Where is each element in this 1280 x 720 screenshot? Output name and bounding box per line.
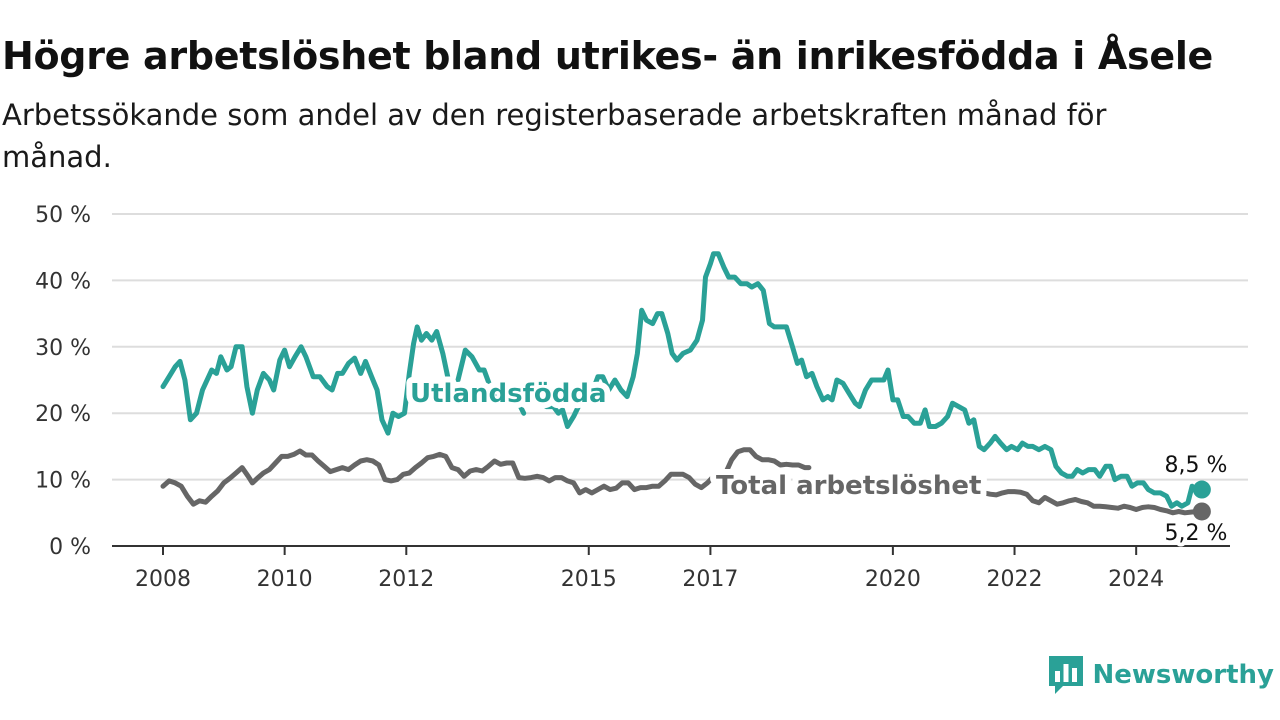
- end-value-label-total: 5,2 %: [1165, 521, 1228, 546]
- x-tick-label: 2008: [135, 567, 191, 592]
- brand-name: Newsworthy: [1092, 660, 1274, 690]
- x-tick-label: 2015: [561, 567, 617, 592]
- x-tick-label: 2024: [1108, 567, 1164, 592]
- x-tick-label: 2020: [865, 567, 921, 592]
- y-tick-label: 50 %: [35, 203, 91, 228]
- series-line-total: [160, 447, 1205, 516]
- series-label-total: Total arbetslöshet: [716, 471, 981, 501]
- x-tick-label: 2022: [987, 567, 1043, 592]
- y-axis-ticks: 0 % 10 % 20 % 30 % 40 % 50 %: [35, 203, 91, 560]
- y-tick-label: 10 %: [35, 469, 91, 494]
- series-label-utlandsfodda: Utlandsfödda: [410, 379, 607, 409]
- y-tick-label: 40 %: [35, 269, 91, 294]
- series-labels: Utlandsfödda Total arbetslöshet 8,5 % 5,2 %: [404, 373, 1231, 550]
- y-tick-label: 0 %: [49, 535, 91, 560]
- x-tick-label: 2010: [257, 567, 313, 592]
- grid-lines: [112, 213, 1248, 547]
- x-tick-label: 2017: [682, 567, 738, 592]
- brand-logo[interactable]: Newsworthy: [1048, 656, 1274, 694]
- x-axis-ticks: 2008 2010 2012 2015 2017 2020 2022 2024: [135, 546, 1164, 592]
- series-end-point: [1192, 480, 1211, 499]
- chart-title: Högre arbetslöshet bland utrikes- än inr…: [2, 34, 1214, 78]
- series-lines: [160, 251, 1211, 521]
- y-tick-label: 20 %: [35, 402, 91, 427]
- series-line-utlandsfodda: [160, 251, 1205, 509]
- x-tick-label: 2012: [378, 567, 434, 592]
- chart-subtitle: Arbetssökande som andel av den registerb…: [2, 98, 1107, 174]
- series-end-point: [1192, 502, 1211, 521]
- bar-chart-speech-bubble-icon: [1048, 656, 1083, 694]
- y-tick-label: 30 %: [35, 336, 91, 361]
- end-value-label-utlandsfodda: 8,5 %: [1165, 453, 1228, 478]
